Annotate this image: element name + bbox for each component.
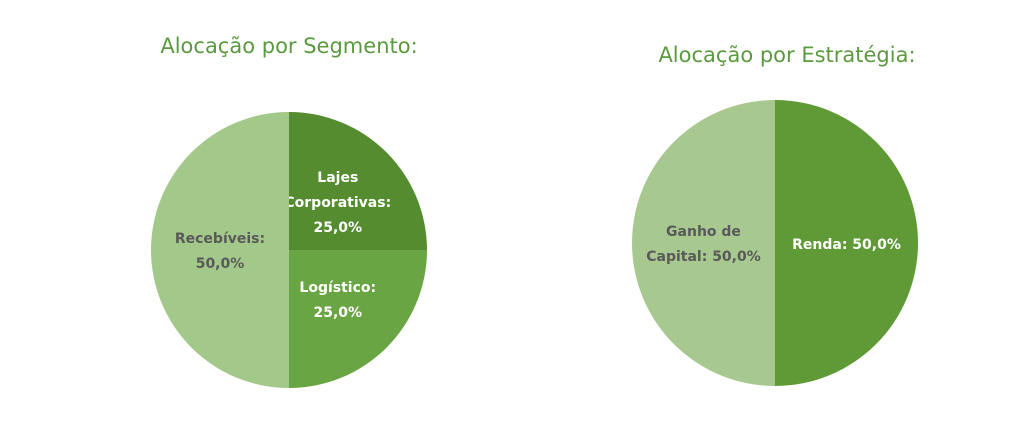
data-label: Logístico: 25,0%: [276, 276, 400, 326]
category-label: Recebíveis: [174, 231, 260, 247]
category-label: Lajes Corporativas: [284, 169, 386, 211]
pie-slice: [289, 112, 427, 250]
value-label: : 50,0%: [195, 231, 266, 272]
category-label: Ganho de Capital: [646, 224, 741, 265]
data-label-box: Renda: 50,0%: [785, 233, 909, 258]
data-label-box: Recebíveis: 50,0%: [158, 227, 282, 277]
value-label: : 25,0%: [313, 194, 392, 236]
data-label-box: Lajes Corporativas: 25,0%: [276, 166, 400, 241]
pie-slice: [289, 250, 427, 388]
value-label: : 50,0%: [701, 249, 761, 265]
value-label: : 25,0%: [313, 279, 377, 321]
data-label-box: Ganho de Capital: 50,0%: [642, 220, 766, 270]
pie-slice: [775, 100, 918, 386]
pie-slice: [632, 100, 775, 386]
data-label: Ganho de Capital: 50,0%: [642, 220, 766, 270]
chart-title: Alocação por Segmento:: [160, 34, 417, 58]
chart-title: Alocação por Estratégia:: [658, 43, 915, 67]
data-label: Recebíveis: 50,0%: [158, 227, 282, 277]
category-label: Renda: [792, 236, 842, 253]
pie-slice: [151, 112, 289, 388]
data-label-box: Logístico: 25,0%: [276, 276, 400, 326]
data-label: Lajes Corporativas: 25,0%: [276, 166, 400, 241]
category-label: Logístico: [299, 279, 371, 296]
value-label: : 50,0%: [841, 236, 901, 253]
data-label: Renda: 50,0%: [785, 233, 909, 258]
